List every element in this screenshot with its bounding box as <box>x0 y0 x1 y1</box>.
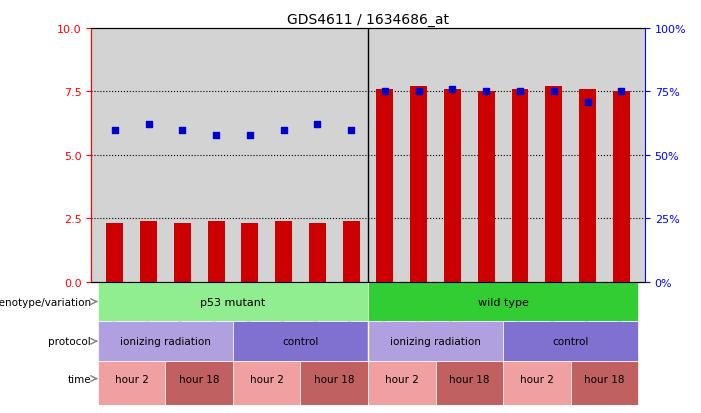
Text: p53 mutant: p53 mutant <box>200 297 266 307</box>
Point <box>143 122 154 128</box>
Bar <box>512 90 529 282</box>
Text: control: control <box>283 337 319 347</box>
Text: protocol: protocol <box>48 337 91 347</box>
Bar <box>140 221 157 282</box>
Point <box>312 122 323 128</box>
Point <box>515 89 526 95</box>
Text: hour 18: hour 18 <box>584 374 625 384</box>
Text: wild type: wild type <box>477 297 529 307</box>
Bar <box>207 221 224 282</box>
Text: hour 18: hour 18 <box>179 374 219 384</box>
Bar <box>275 221 292 282</box>
Bar <box>376 90 393 282</box>
Text: genotype/variation: genotype/variation <box>0 297 91 307</box>
Title: GDS4611 / 1634686_at: GDS4611 / 1634686_at <box>287 12 449 26</box>
Point <box>447 86 458 93</box>
Point <box>615 89 627 95</box>
Point <box>346 127 357 133</box>
Point <box>413 89 424 95</box>
FancyBboxPatch shape <box>503 361 571 405</box>
Point <box>210 132 222 138</box>
Bar <box>410 87 427 282</box>
Text: ionizing radiation: ionizing radiation <box>390 337 481 347</box>
Bar <box>613 92 629 282</box>
FancyBboxPatch shape <box>301 361 368 405</box>
Bar <box>444 90 461 282</box>
Text: hour 2: hour 2 <box>250 374 284 384</box>
FancyBboxPatch shape <box>98 282 368 322</box>
Bar <box>241 224 258 282</box>
FancyBboxPatch shape <box>368 282 638 322</box>
FancyBboxPatch shape <box>98 322 233 361</box>
Point <box>582 99 593 106</box>
Bar <box>309 224 326 282</box>
FancyBboxPatch shape <box>165 361 233 405</box>
Text: hour 18: hour 18 <box>314 374 355 384</box>
FancyBboxPatch shape <box>503 322 638 361</box>
Bar <box>579 90 596 282</box>
FancyBboxPatch shape <box>233 361 301 405</box>
FancyBboxPatch shape <box>98 361 165 405</box>
FancyBboxPatch shape <box>233 322 368 361</box>
Point <box>278 127 290 133</box>
Bar <box>174 224 191 282</box>
Text: hour 18: hour 18 <box>449 374 489 384</box>
Point <box>109 127 121 133</box>
Text: hour 2: hour 2 <box>115 374 149 384</box>
Point <box>481 89 492 95</box>
Point <box>177 127 188 133</box>
FancyBboxPatch shape <box>368 322 503 361</box>
Point <box>244 132 255 138</box>
Text: hour 2: hour 2 <box>385 374 418 384</box>
Point <box>548 89 559 95</box>
FancyBboxPatch shape <box>571 361 638 405</box>
Bar <box>478 92 495 282</box>
Text: control: control <box>552 337 589 347</box>
Text: time: time <box>67 374 91 384</box>
Text: ionizing radiation: ionizing radiation <box>120 337 211 347</box>
Point <box>379 89 390 95</box>
Bar <box>545 87 562 282</box>
FancyBboxPatch shape <box>368 361 435 405</box>
Bar <box>107 224 123 282</box>
Text: hour 2: hour 2 <box>520 374 554 384</box>
FancyBboxPatch shape <box>435 361 503 405</box>
Bar <box>343 221 360 282</box>
